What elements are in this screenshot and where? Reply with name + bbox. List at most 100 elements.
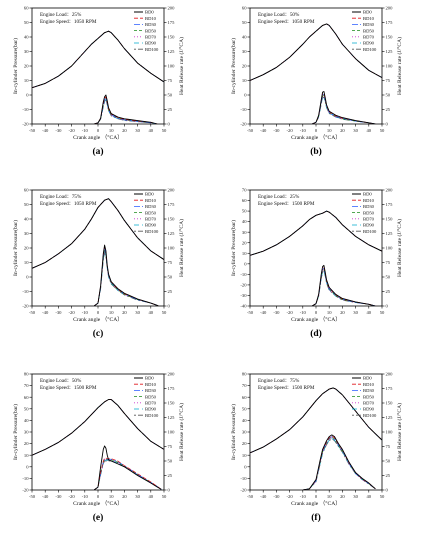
y2-tick-label: 50: [168, 275, 173, 280]
x-tick-label: -40: [260, 128, 267, 133]
x-tick-label: 30: [135, 128, 140, 133]
hrr-line-bd0: [93, 445, 162, 490]
legend-label-bd0: BD0: [145, 192, 154, 197]
y-tick-label: -10: [22, 476, 29, 481]
x-tick-label: 20: [340, 128, 345, 133]
x-tick-label: -20: [287, 128, 294, 133]
y-tick-label: 20: [24, 64, 29, 69]
x-tick-label: -20: [287, 494, 294, 499]
legend-label-bd90: BD90: [363, 223, 375, 228]
y-tick-label: 40: [24, 418, 29, 423]
x-tick-label: -20: [69, 494, 76, 499]
x-tick-label: 50: [380, 494, 385, 499]
hrr-line-bd50: [311, 95, 377, 124]
hrr-line-bd90: [93, 251, 160, 306]
y-tick-label: 60: [24, 395, 29, 400]
hrr-line-bd0: [311, 264, 378, 306]
y2-tick-label: 125: [168, 49, 176, 54]
y2-tick-label: 200: [386, 372, 394, 377]
y2-tick-label: 25: [168, 107, 173, 112]
legend-label-bd10: BD10: [145, 16, 157, 21]
y2-tick-label: 100: [386, 64, 394, 69]
x-tick-label: 10: [109, 128, 114, 133]
engine-load-label: Engine Load：25%: [258, 194, 300, 200]
legend-label-bd0: BD0: [145, 10, 154, 15]
y2-tick-label: 175: [168, 20, 176, 25]
hrr-line-bd50: [93, 248, 160, 306]
y-axis-label: In-cylinder Pressure(bar): [12, 220, 19, 276]
y2-axis-label: Heat Release rate (J/°CA): [178, 219, 185, 277]
y2-tick-label: 0: [168, 304, 171, 309]
y-tick-label: 0: [244, 93, 247, 98]
x-tick-label: -10: [82, 310, 89, 315]
legend-label-bd70: BD70: [145, 401, 157, 406]
y-tick-label: 20: [242, 240, 247, 245]
y2-tick-label: 50: [168, 93, 173, 98]
y2-tick-label: 200: [168, 188, 176, 193]
legend-label-bd10: BD10: [363, 16, 375, 21]
y-tick-label: 30: [24, 430, 29, 435]
x-tick-label: 30: [353, 310, 358, 315]
x-tick-label: 40: [367, 310, 372, 315]
y-tick-label: 10: [242, 78, 247, 83]
y2-tick-label: 175: [168, 386, 176, 391]
hrr-line-bd70: [93, 459, 162, 490]
legend-label-bd70: BD70: [363, 401, 375, 406]
y-tick-label: 30: [242, 230, 247, 235]
y-tick-label: 50: [242, 406, 247, 411]
x-tick-label: 30: [135, 310, 140, 315]
y-tick-label: -30: [240, 293, 247, 298]
x-tick-label: 30: [353, 128, 358, 133]
legend-label-bd0: BD0: [363, 192, 372, 197]
x-tick-label: -40: [260, 310, 267, 315]
y2-tick-label: 75: [168, 260, 173, 265]
pressure-line-bd0: [250, 387, 382, 454]
pressure-line-bd0: [32, 399, 164, 456]
hrr-line-bd30: [93, 247, 160, 306]
legend-label-bd50: BD50: [363, 394, 375, 399]
x-tick-label: 40: [149, 310, 154, 315]
y-tick-label: 0: [244, 261, 247, 266]
engine-load-label: Engine Load：50%: [258, 12, 300, 18]
y2-tick-label: 100: [386, 430, 394, 435]
hrr-line-bd100: [311, 270, 377, 306]
y-tick-label: 30: [242, 430, 247, 435]
engine-speed-label: Engine Speed：1050 RPM: [258, 19, 315, 25]
x-tick-label: 0: [97, 310, 100, 315]
y2-tick-label: 125: [168, 231, 176, 236]
y2-tick-label: 100: [168, 246, 176, 251]
legend-label-bd90: BD90: [363, 41, 375, 46]
legend-label-bd100: BD100: [363, 229, 377, 234]
y-tick-label: 10: [242, 251, 247, 256]
y-tick-label: -10: [22, 289, 29, 294]
y-tick-label: -20: [240, 122, 247, 127]
y-tick-label: 0: [244, 464, 247, 469]
panel-letter: (e): [93, 512, 104, 523]
legend-label-bd100: BD100: [145, 229, 159, 234]
panel-letter: (b): [310, 146, 322, 157]
engine-speed-label: Engine Speed：1500 RPM: [40, 385, 97, 391]
chart-panel-5: -50 -40 -30 -20 -10 0 10 20 30 40 50 -20 -10 0 10 20 30 4…: [12, 372, 185, 523]
y-tick-label: 40: [24, 35, 29, 40]
hrr-line-bd70: [302, 437, 376, 490]
x-tick-label: 10: [109, 494, 114, 499]
y-tick-label: -10: [22, 107, 29, 112]
y-tick-label: 20: [24, 441, 29, 446]
y2-tick-label: 0: [386, 304, 389, 309]
y-tick-label: 50: [24, 406, 29, 411]
engine-load-label: Engine Load：75%: [40, 194, 82, 200]
y-tick-label: 30: [242, 49, 247, 54]
hrr-line-bd0: [93, 244, 160, 306]
x-tick-label: 0: [97, 128, 100, 133]
x-tick-label: 20: [122, 310, 127, 315]
y-tick-label: 60: [24, 6, 29, 11]
legend-label-bd70: BD70: [363, 217, 375, 222]
x-tick-label: 20: [340, 494, 345, 499]
x-tick-label: -40: [42, 494, 49, 499]
x-tick-label: -20: [69, 310, 76, 315]
y-tick-label: 0: [26, 93, 29, 98]
x-tick-label: -10: [300, 494, 307, 499]
y2-tick-label: 100: [386, 246, 394, 251]
x-tick-label: 0: [97, 494, 100, 499]
y2-axis-label: Heat Release rate (J/°CA): [178, 403, 185, 461]
